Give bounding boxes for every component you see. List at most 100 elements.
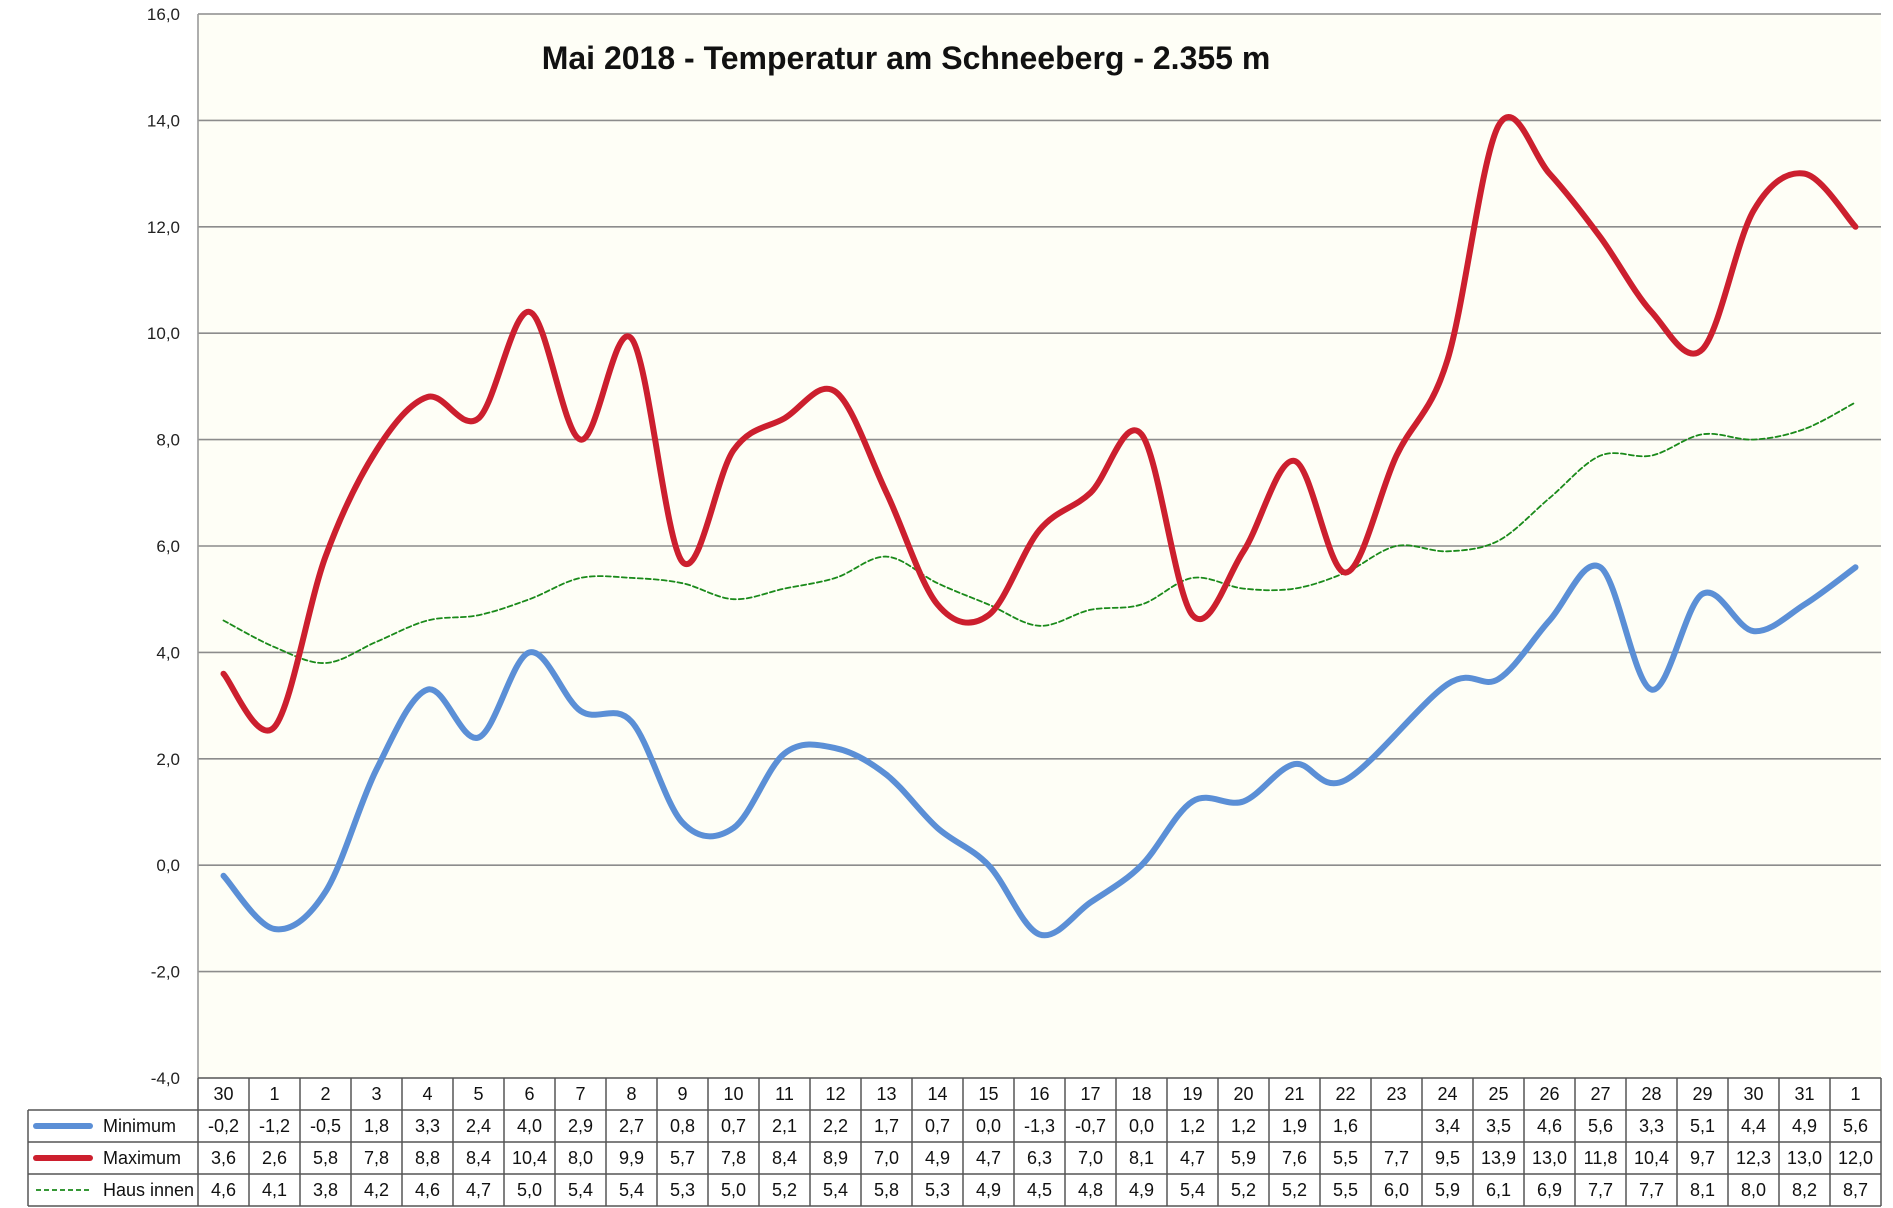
x-tick-label: 25	[1488, 1084, 1508, 1104]
x-tick-label: 14	[927, 1084, 947, 1104]
data-label: 5,2	[1282, 1180, 1307, 1200]
data-label: 0,0	[1129, 1116, 1154, 1136]
data-label: 9,5	[1435, 1148, 1460, 1168]
data-label: 3,5	[1486, 1116, 1511, 1136]
data-label: 13,0	[1532, 1148, 1567, 1168]
x-tick-label: 27	[1590, 1084, 1610, 1104]
data-label: 7,8	[364, 1148, 389, 1168]
data-label: 5,0	[517, 1180, 542, 1200]
data-label: -1,2	[259, 1116, 290, 1136]
x-tick-label: 15	[978, 1084, 998, 1104]
x-tick-label: 18	[1131, 1084, 1151, 1104]
data-label: 5,6	[1588, 1116, 1613, 1136]
data-label: 7,7	[1639, 1180, 1664, 1200]
x-tick-label: 2	[320, 1084, 330, 1104]
x-tick-label: 3	[371, 1084, 381, 1104]
y-tick-label: 12,0	[147, 218, 180, 237]
series-line-haus-innen	[222, 401, 1857, 664]
data-label: 7,7	[1588, 1180, 1613, 1200]
y-tick-label: 6,0	[156, 537, 180, 556]
x-tick-label: 4	[422, 1084, 432, 1104]
data-label: 4,0	[517, 1116, 542, 1136]
series-line-minimum	[220, 562, 1859, 939]
data-label: 12,0	[1838, 1148, 1873, 1168]
data-label: 2,7	[619, 1116, 644, 1136]
data-label: 5,2	[772, 1180, 797, 1200]
gridlines	[197, 13, 1881, 1078]
data-label: 4,9	[1792, 1116, 1817, 1136]
data-label: 5,4	[823, 1180, 848, 1200]
x-tick-label: 22	[1335, 1084, 1355, 1104]
data-label: 3,3	[415, 1116, 440, 1136]
data-label: 3,3	[1639, 1116, 1664, 1136]
data-label: 8,4	[772, 1148, 797, 1168]
x-tick-label: 1	[1850, 1084, 1860, 1104]
data-label: 4,7	[1180, 1148, 1205, 1168]
x-tick-label: 28	[1641, 1084, 1661, 1104]
data-label: 5,2	[1231, 1180, 1256, 1200]
data-label: 7,7	[1384, 1148, 1409, 1168]
x-tick-label: 16	[1029, 1084, 1049, 1104]
data-label: 2,9	[568, 1116, 593, 1136]
x-tick-label: 8	[626, 1084, 636, 1104]
x-tick-label: 30	[213, 1084, 233, 1104]
data-label: 8,1	[1690, 1180, 1715, 1200]
data-label: 1,2	[1180, 1116, 1205, 1136]
data-label: 8,8	[415, 1148, 440, 1168]
data-label: 0,8	[670, 1116, 695, 1136]
data-label: 4,6	[415, 1180, 440, 1200]
data-label: 5,3	[925, 1180, 950, 1200]
data-label: 5,9	[1435, 1180, 1460, 1200]
data-label: 4,7	[466, 1180, 491, 1200]
data-label: 5,6	[1843, 1116, 1868, 1136]
data-label: 9,9	[619, 1148, 644, 1168]
data-table: 30 1 2 3 4 5 6 7 8 9 10 11 12 13 14 15 16 17 18 19 20 21 22 23 2…	[27, 1077, 1882, 1207]
data-label: 5,4	[1180, 1180, 1205, 1200]
legend-label: Haus innen	[103, 1180, 194, 1200]
data-label: 5,5	[1333, 1180, 1358, 1200]
data-label: 10,4	[512, 1148, 547, 1168]
data-label: 4,1	[262, 1180, 287, 1200]
data-label: 5,7	[670, 1148, 695, 1168]
y-tick-label: 0,0	[156, 856, 180, 875]
x-tick-label: 7	[575, 1084, 585, 1104]
data-label: 8,7	[1843, 1180, 1868, 1200]
x-tick-label: 20	[1233, 1084, 1253, 1104]
data-label: 4,4	[1741, 1116, 1766, 1136]
data-label: 8,0	[568, 1148, 593, 1168]
data-label: 5,4	[568, 1180, 593, 1200]
x-tick-label: 1	[269, 1084, 279, 1104]
y-tick-label: 14,0	[147, 111, 180, 130]
data-label: 4,5	[1027, 1180, 1052, 1200]
legend-label: Minimum	[103, 1116, 176, 1136]
data-label: 8,0	[1741, 1180, 1766, 1200]
y-tick-label: 8,0	[156, 431, 180, 450]
data-label: -0,5	[310, 1116, 341, 1136]
data-label: 4,2	[364, 1180, 389, 1200]
data-label: 0,7	[925, 1116, 950, 1136]
data-label: 4,8	[1078, 1180, 1103, 1200]
y-tick-label: -2,0	[151, 963, 180, 982]
data-label: 4,9	[1129, 1180, 1154, 1200]
data-label: 1,9	[1282, 1116, 1307, 1136]
chart-title: Mai 2018 - Temperatur am Schneeberg - 2.…	[542, 40, 1271, 76]
data-label: 13,0	[1787, 1148, 1822, 1168]
x-tick-label: 5	[473, 1084, 483, 1104]
data-label: 2,1	[772, 1116, 797, 1136]
data-label: 3,4	[1435, 1116, 1460, 1136]
y-tick-label: 2,0	[156, 750, 180, 769]
data-label: 11,8	[1584, 1148, 1618, 1168]
y-axis-ticks: -4,0 -2,0 0,0 2,0 4,0 6,0 8,0 10,0 12,0 14,0 16,0	[147, 5, 180, 1088]
data-label: 0,0	[976, 1116, 1001, 1136]
data-label: 9,7	[1690, 1148, 1715, 1168]
x-tick-label: 23	[1386, 1084, 1406, 1104]
data-label: 4,6	[1537, 1116, 1562, 1136]
data-label: 7,6	[1282, 1148, 1307, 1168]
data-label: 5,9	[1231, 1148, 1256, 1168]
series-lines	[220, 114, 1859, 939]
data-label: 2,2	[823, 1116, 848, 1136]
data-label: 4,9	[976, 1180, 1001, 1200]
data-label: 2,6	[262, 1148, 287, 1168]
data-label: 6,0	[1384, 1180, 1409, 1200]
data-label: 1,2	[1231, 1116, 1256, 1136]
